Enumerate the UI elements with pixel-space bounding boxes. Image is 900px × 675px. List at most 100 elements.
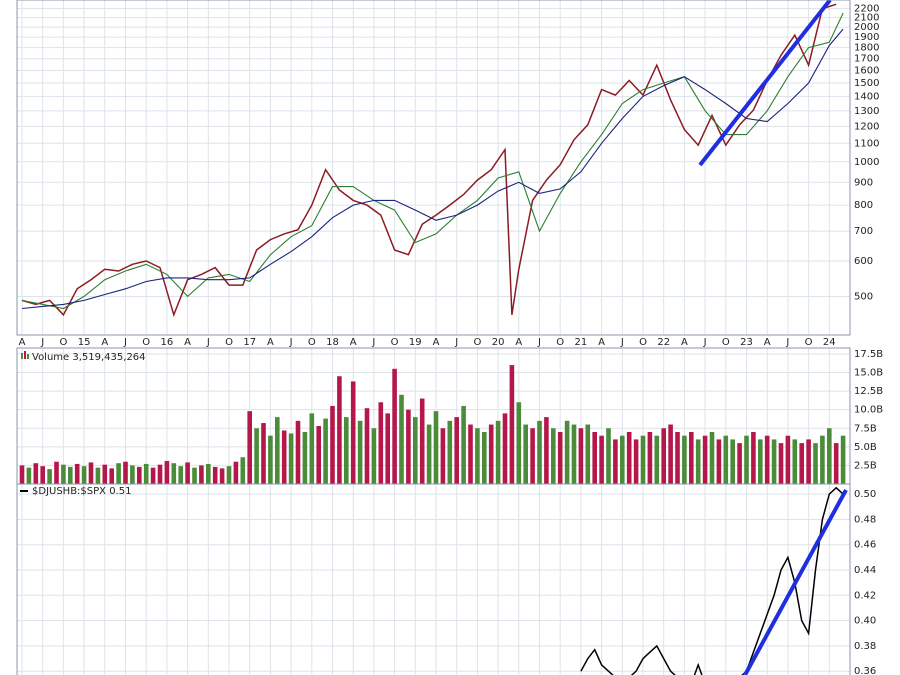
- x-tick-label: 18: [326, 337, 339, 348]
- volume-bar: [833, 443, 839, 484]
- x-tick-label: A: [433, 337, 440, 348]
- y-tick-label: 900: [854, 177, 873, 188]
- x-tick-label: A: [515, 337, 522, 348]
- volume-bar: [268, 435, 273, 484]
- x-tick-label: 24: [823, 337, 836, 348]
- legend-label: $DJUSHB:$SPX 0.51: [32, 486, 131, 497]
- volume-bar: [130, 465, 135, 484]
- volume-icon: [21, 353, 23, 359]
- series-line: [21, 12, 844, 310]
- volume-bar: [102, 464, 108, 484]
- volume-bar: [661, 428, 666, 484]
- volume-bar: [344, 417, 349, 484]
- y-tick-label: 0.42: [854, 590, 876, 601]
- x-tick-label: 21: [575, 337, 588, 348]
- volume-bar: [281, 430, 287, 484]
- volume-bar: [675, 431, 680, 484]
- x-tick-label: O: [225, 337, 233, 348]
- x-tick-label: A: [184, 337, 191, 348]
- volume-bar: [350, 381, 356, 484]
- x-tick-label: O: [308, 337, 316, 348]
- x-tick-label: J: [454, 337, 458, 348]
- x-tick-label: O: [722, 337, 730, 348]
- volume-bar: [233, 461, 239, 484]
- x-tick-label: O: [805, 337, 813, 348]
- y-tick-label: 700: [854, 226, 873, 237]
- volume-bar: [26, 467, 32, 484]
- x-tick-label: A: [19, 337, 26, 348]
- volume-bar: [199, 465, 204, 484]
- x-tick-label: J: [785, 337, 789, 348]
- y-tick-label: 1000: [854, 157, 879, 168]
- volume-bar: [702, 435, 708, 484]
- y-tick-label: 1400: [854, 91, 879, 102]
- volume-bar: [516, 402, 522, 484]
- volume-bar: [68, 466, 73, 484]
- volume-bar: [19, 465, 25, 484]
- volume-bar: [530, 428, 535, 484]
- x-tick-label: O: [391, 337, 399, 348]
- volume-bar: [254, 428, 259, 484]
- volume-bar: [751, 431, 756, 484]
- volume-bar: [606, 428, 611, 484]
- x-tick-label: J: [371, 337, 375, 348]
- volume-bar: [399, 394, 404, 484]
- volume-legend: Volume 3,519,435,264: [32, 352, 146, 363]
- volume-bar: [192, 467, 197, 484]
- y-tick-label: 800: [854, 200, 873, 211]
- volume-bar: [827, 428, 832, 484]
- x-tick-label: A: [101, 337, 108, 348]
- volume-bar: [275, 417, 280, 484]
- volume-bar: [551, 428, 556, 484]
- x-tick-label: J: [123, 337, 127, 348]
- x-tick-label: 17: [243, 337, 256, 348]
- volume-bar: [47, 469, 52, 484]
- y-tick-label: 0.38: [854, 641, 876, 652]
- volume-bar: [54, 461, 59, 484]
- volume-bar: [626, 431, 632, 484]
- volume-bar: [440, 428, 446, 484]
- x-tick-label: O: [59, 337, 67, 348]
- series-line: [580, 486, 844, 675]
- y-tick-label: 17.5B: [854, 349, 883, 360]
- volume-bar: [295, 420, 301, 484]
- volume-bar: [537, 420, 542, 484]
- x-tick-label: 15: [78, 337, 91, 348]
- volume-bar: [475, 428, 480, 484]
- volume-bar: [95, 467, 101, 484]
- y-tick-label: 1800: [854, 43, 879, 54]
- volume-bar: [116, 463, 121, 484]
- volume-bar: [447, 420, 453, 484]
- volume-bar: [785, 435, 791, 484]
- volume-bar: [212, 466, 218, 484]
- volume-bar: [578, 428, 584, 484]
- volume-bar: [316, 426, 321, 484]
- y-tick-label: 1900: [854, 32, 879, 43]
- volume-bar: [74, 463, 80, 484]
- volume-bar: [840, 435, 846, 484]
- volume-bar: [240, 457, 246, 484]
- x-tick-label: J: [289, 337, 293, 348]
- volume-bar: [309, 413, 315, 484]
- y-tick-label: 7.5B: [854, 423, 877, 434]
- volume-bar: [613, 439, 618, 484]
- y-tick-label: 0.40: [854, 616, 876, 627]
- volume-bar: [647, 431, 653, 484]
- volume-icon: [27, 354, 29, 359]
- volume-bar: [364, 408, 370, 484]
- volume-bar: [771, 439, 777, 484]
- volume-bar: [206, 463, 211, 484]
- volume-bar: [150, 467, 156, 484]
- x-tick-label: O: [639, 337, 647, 348]
- x-tick-label: A: [598, 337, 605, 348]
- volume-bar: [178, 466, 183, 484]
- volume-bar: [544, 417, 549, 484]
- y-tick-label: 5.0B: [854, 442, 877, 453]
- volume-bar: [433, 411, 439, 484]
- x-tick-label: O: [556, 337, 564, 348]
- x-tick-label: A: [267, 337, 274, 348]
- y-tick-label: 2200: [854, 4, 879, 15]
- volume-bar: [668, 424, 673, 484]
- x-tick-label: 23: [740, 337, 753, 348]
